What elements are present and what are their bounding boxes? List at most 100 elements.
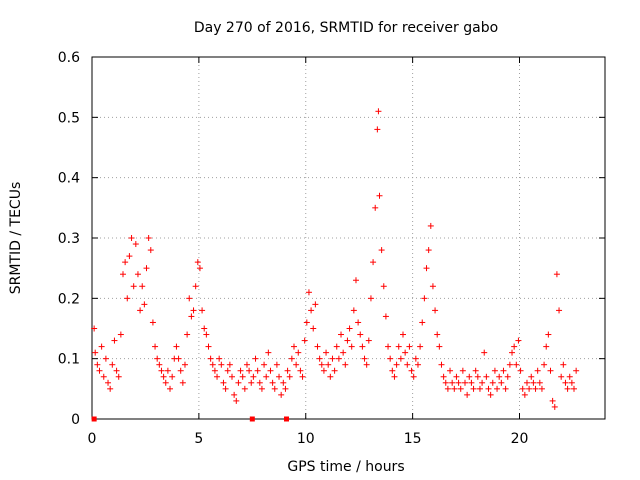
- data-point: [211, 367, 218, 374]
- data-point: [496, 373, 503, 380]
- data-point: [216, 355, 223, 362]
- data-point: [342, 361, 349, 368]
- data-point: [226, 361, 233, 368]
- data-point: [205, 343, 212, 350]
- data-point: [224, 367, 231, 374]
- data-point: [209, 361, 216, 368]
- data-point: [327, 373, 334, 380]
- data-point: [312, 301, 319, 308]
- data-point: [177, 367, 184, 374]
- data-point: [355, 319, 362, 326]
- data-point: [519, 385, 526, 392]
- data-point: [92, 349, 99, 356]
- data-point: [271, 385, 278, 392]
- data-point: [113, 367, 120, 374]
- data-point: [173, 343, 180, 350]
- data-point: [96, 367, 103, 374]
- data-point: [457, 385, 464, 392]
- data-point: [107, 385, 114, 392]
- data-point: [329, 355, 336, 362]
- data-point: [468, 379, 475, 386]
- data-point: [91, 325, 98, 332]
- data-point: [214, 373, 221, 380]
- data-point: [534, 367, 541, 374]
- data-point: [536, 379, 543, 386]
- data-point: [372, 204, 379, 211]
- data-point: [562, 379, 569, 386]
- data-point: [156, 361, 163, 368]
- data-point: [346, 325, 353, 332]
- data-point: [434, 331, 441, 338]
- data-point: [199, 307, 206, 314]
- data-point: [402, 349, 409, 356]
- data-point: [406, 343, 413, 350]
- data-point: [455, 379, 462, 386]
- data-point: [414, 361, 421, 368]
- data-point: [254, 367, 261, 374]
- data-point: [222, 385, 229, 392]
- data-point: [506, 361, 513, 368]
- data-point: [466, 373, 473, 380]
- gridlines: [92, 57, 605, 419]
- data-point: [335, 355, 342, 362]
- data-point: [280, 379, 287, 386]
- data-point: [504, 373, 511, 380]
- data-point: [515, 337, 522, 344]
- data-point: [218, 361, 225, 368]
- data-point: [404, 361, 411, 368]
- data-point: [417, 343, 424, 350]
- data-point: [375, 108, 382, 115]
- data-point: [265, 349, 272, 356]
- data-point: [494, 385, 501, 392]
- data-point: [459, 367, 466, 374]
- gap-marker: [91, 416, 97, 422]
- data-point: [432, 307, 439, 314]
- data-point: [453, 373, 460, 380]
- data-point: [344, 337, 351, 344]
- data-point: [487, 391, 494, 398]
- data-point: [365, 337, 372, 344]
- data-point: [440, 373, 447, 380]
- y-tick-label: 0.4: [58, 171, 80, 187]
- data-point: [391, 373, 398, 380]
- data-point: [192, 283, 199, 290]
- data-point: [382, 313, 389, 320]
- data-point: [130, 283, 137, 290]
- data-point: [489, 379, 496, 386]
- y-tick-label: 0.1: [58, 352, 80, 368]
- data-point: [359, 343, 366, 350]
- data-point: [464, 391, 471, 398]
- data-point: [243, 361, 250, 368]
- data-point: [203, 331, 210, 338]
- data-point: [556, 307, 563, 314]
- data-point: [553, 271, 560, 278]
- data-point: [246, 367, 253, 374]
- data-point: [149, 319, 156, 326]
- data-point: [299, 373, 306, 380]
- data-point: [549, 397, 556, 404]
- data-point: [500, 367, 507, 374]
- data-point: [436, 343, 443, 350]
- data-point: [517, 367, 524, 374]
- data-point: [352, 277, 359, 284]
- data-point: [363, 361, 370, 368]
- data-point: [175, 355, 182, 362]
- data-point: [333, 343, 340, 350]
- data-point: [194, 259, 201, 266]
- data-point: [481, 349, 488, 356]
- data-point: [470, 385, 477, 392]
- data-point: [571, 385, 578, 392]
- data-point: [105, 379, 112, 386]
- data-point: [122, 259, 129, 266]
- data-point: [231, 391, 238, 398]
- data-point: [419, 319, 426, 326]
- data-point: [367, 295, 374, 302]
- data-point: [476, 385, 483, 392]
- data-point: [282, 385, 289, 392]
- data-point: [179, 379, 186, 386]
- data-point: [124, 295, 131, 302]
- data-point: [350, 307, 357, 314]
- data-point: [201, 325, 208, 332]
- x-tick-labels: 0 5 10 15 20: [88, 431, 529, 447]
